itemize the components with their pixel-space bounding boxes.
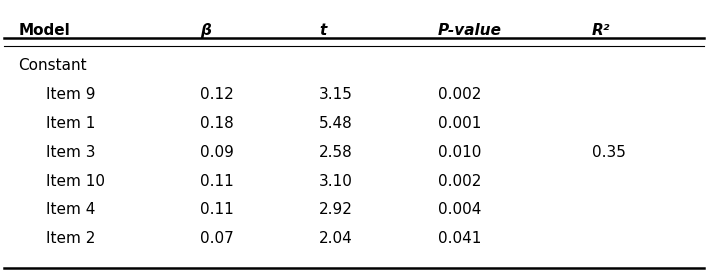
Text: 3.15: 3.15 xyxy=(319,87,353,102)
Text: 0.18: 0.18 xyxy=(200,116,234,131)
Text: Constant: Constant xyxy=(18,58,87,73)
Text: 0.002: 0.002 xyxy=(438,87,481,102)
Text: 0.11: 0.11 xyxy=(200,173,234,188)
Text: Item 3: Item 3 xyxy=(46,145,96,160)
Text: Item 2: Item 2 xyxy=(46,231,96,246)
Text: Item 1: Item 1 xyxy=(46,116,96,131)
Text: Item 10: Item 10 xyxy=(46,173,105,188)
Text: 0.004: 0.004 xyxy=(438,202,481,217)
Text: 2.04: 2.04 xyxy=(319,231,353,246)
Text: P-value: P-value xyxy=(438,23,502,38)
Text: 0.11: 0.11 xyxy=(200,202,234,217)
Text: 0.12: 0.12 xyxy=(200,87,234,102)
Text: 0.002: 0.002 xyxy=(438,173,481,188)
Text: R²: R² xyxy=(592,23,610,38)
Text: 3.10: 3.10 xyxy=(319,173,353,188)
Text: 5.48: 5.48 xyxy=(319,116,353,131)
Text: β: β xyxy=(200,23,211,38)
Text: 0.35: 0.35 xyxy=(592,145,626,160)
Text: 0.07: 0.07 xyxy=(200,231,234,246)
Text: t: t xyxy=(319,23,326,38)
Text: 0.001: 0.001 xyxy=(438,116,481,131)
Text: 2.92: 2.92 xyxy=(319,202,353,217)
Text: Item 9: Item 9 xyxy=(46,87,96,102)
Text: 0.09: 0.09 xyxy=(200,145,234,160)
Text: Item 4: Item 4 xyxy=(46,202,96,217)
Text: Model: Model xyxy=(18,23,70,38)
Text: 0.010: 0.010 xyxy=(438,145,481,160)
Text: 0.041: 0.041 xyxy=(438,231,481,246)
Text: 2.58: 2.58 xyxy=(319,145,353,160)
